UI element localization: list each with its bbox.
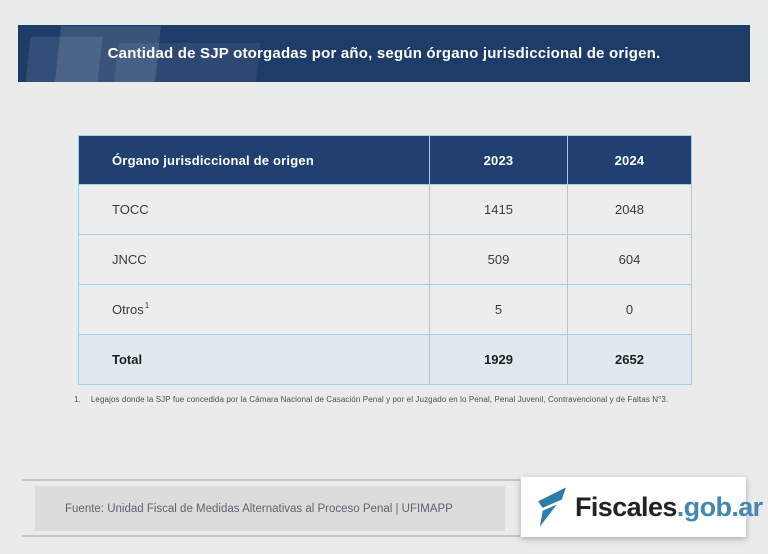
fiscales-logo: Fiscales.gob.ar (521, 477, 763, 537)
value-2023: 509 (429, 235, 567, 284)
value-2023: 1415 (429, 185, 567, 234)
row-label-text: JNCC (112, 252, 147, 267)
value-2024: 0 (567, 285, 691, 334)
page-title: Cantidad de SJP otorgadas por año, según… (107, 45, 661, 62)
fiscales-flag-icon (538, 487, 566, 527)
footnote-number: 1. (74, 395, 81, 404)
table-header-row: Órgano jurisdiccional de origen 2023 202… (79, 136, 691, 184)
total-2024: 2652 (567, 335, 691, 384)
logo-name: Fiscales (575, 491, 677, 522)
table-row: Otros 1 5 0 (79, 284, 691, 334)
footer-divider-top (22, 479, 520, 481)
table-total-row: Total 1929 2652 (79, 334, 691, 384)
source-text: Fuente: Unidad Fiscal de Medidas Alterna… (65, 502, 453, 515)
total-2023: 1929 (429, 335, 567, 384)
row-label: JNCC (79, 235, 429, 284)
footer-divider-bottom (22, 535, 520, 537)
row-label-text: Otros (112, 302, 144, 317)
value-2023: 5 (429, 285, 567, 334)
footnote-text: Legajos donde la SJP fue concedida por l… (90, 395, 669, 404)
total-label: Total (112, 352, 143, 367)
source-box: Fuente: Unidad Fiscal de Medidas Alterna… (35, 486, 505, 531)
value-2024: 604 (567, 235, 691, 284)
logo-wordmark: Fiscales.gob.ar (575, 492, 763, 523)
table-row: JNCC 509 604 (79, 234, 691, 284)
table-row: TOCC 1415 2048 (79, 184, 691, 234)
value-2024: 2048 (567, 185, 691, 234)
data-table: Órgano jurisdiccional de origen 2023 202… (78, 135, 692, 385)
title-banner: Cantidad de SJP otorgadas por año, según… (18, 25, 750, 82)
row-label: Otros 1 (112, 300, 150, 317)
footnote: 1. Legajos donde la SJP fue concedida po… (74, 395, 722, 404)
column-header-organo: Órgano jurisdiccional de origen (112, 152, 314, 168)
column-header-2023: 2023 (429, 136, 567, 184)
logo-suffix: .gob.ar (676, 491, 763, 522)
column-header-2024: 2024 (567, 136, 691, 184)
row-label: TOCC (79, 185, 429, 234)
row-label-text: TOCC (112, 202, 149, 217)
